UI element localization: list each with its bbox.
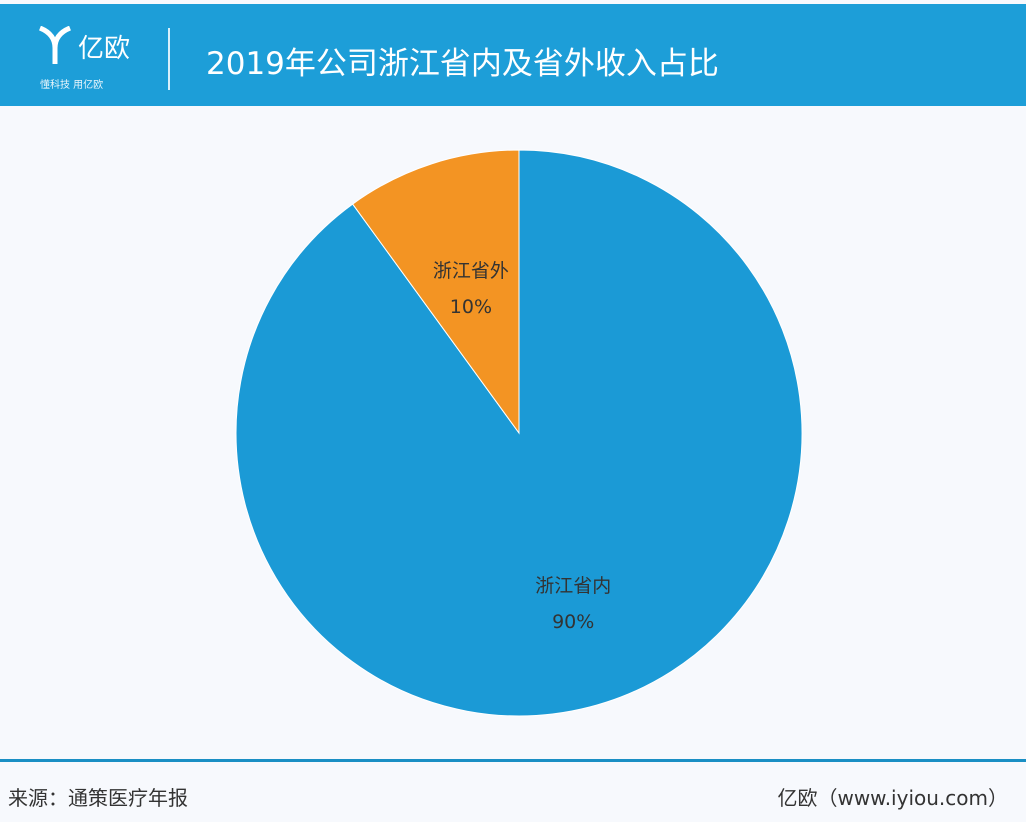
slice-value-label: 90%	[552, 611, 594, 633]
slice-name-label: 浙江省内	[535, 575, 611, 597]
source-text: 来源：通策医疗年报	[8, 786, 188, 810]
credit-text: 亿欧（www.iyiou.com）	[777, 786, 1008, 810]
header-bar: 亿欧 懂科技 用亿欧 2019年公司浙江省内及省外收入占比	[0, 4, 1026, 106]
slice-value-label: 10%	[450, 296, 492, 318]
logo-tagline: 懂科技 用亿欧	[40, 80, 104, 91]
logo-y-icon	[38, 26, 72, 64]
slice-name-label: 浙江省外	[433, 260, 509, 282]
pie-slice	[351, 149, 520, 435]
footer-divider	[0, 759, 1026, 762]
logo-name: 亿欧	[78, 34, 131, 64]
chart-title: 2019年公司浙江省内及省外收入占比	[206, 46, 719, 82]
pie-chart: 浙江省内 90% 浙江省外 10%	[235, 149, 803, 717]
header-divider	[168, 28, 170, 90]
